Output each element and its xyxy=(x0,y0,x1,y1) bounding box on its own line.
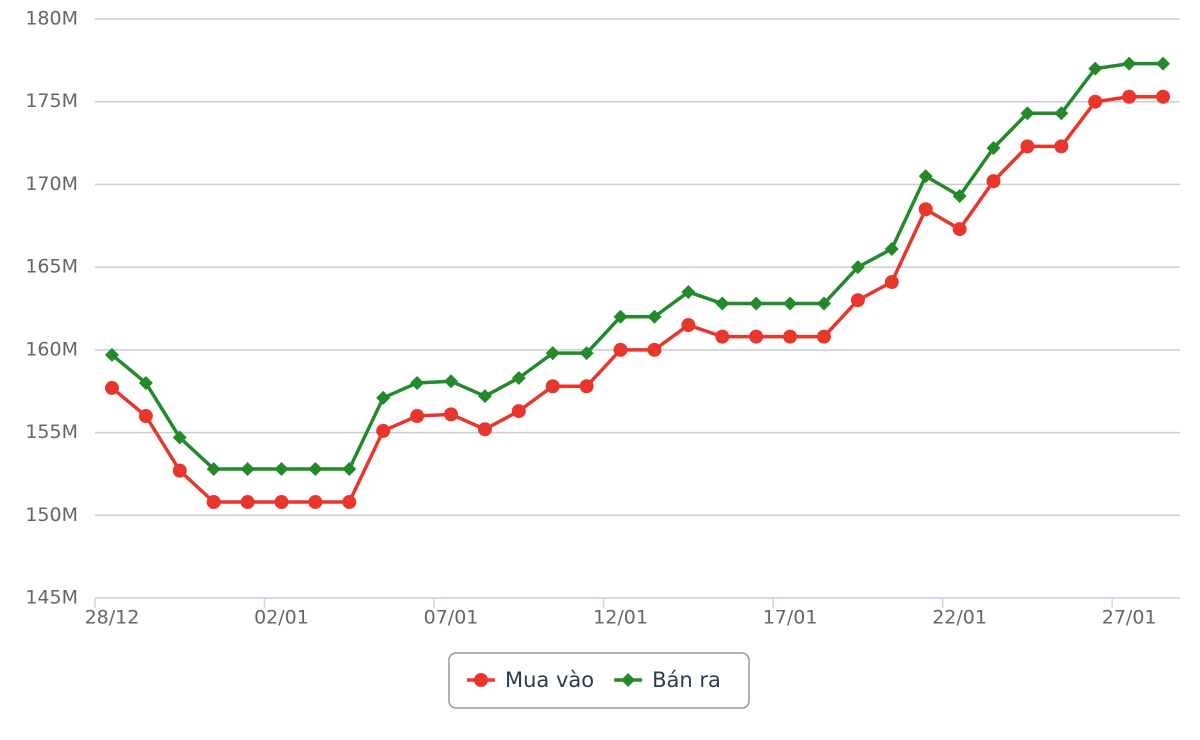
point xyxy=(749,329,764,344)
point xyxy=(986,141,1001,156)
x-tick-label: 17/01 xyxy=(763,607,818,629)
y-tick-label: 175M xyxy=(25,90,78,112)
point xyxy=(172,430,187,445)
y-tick-label: 170M xyxy=(25,173,78,195)
series-line xyxy=(110,95,1164,504)
point xyxy=(816,296,831,311)
point xyxy=(308,495,323,510)
point xyxy=(511,404,526,419)
point xyxy=(749,296,764,311)
point xyxy=(342,495,357,510)
point xyxy=(613,309,628,324)
point xyxy=(1020,139,1035,154)
point xyxy=(308,461,323,476)
point xyxy=(783,329,798,344)
point xyxy=(240,495,255,510)
x-tick-label: 27/01 xyxy=(1102,607,1157,629)
point xyxy=(681,284,696,299)
point xyxy=(545,379,560,394)
legend-label: Mua vào xyxy=(505,668,594,692)
x-tick-label: 12/01 xyxy=(593,607,648,629)
point xyxy=(681,318,696,333)
point xyxy=(104,347,119,362)
point xyxy=(579,346,594,361)
point xyxy=(1156,56,1171,71)
point xyxy=(240,461,255,476)
point xyxy=(1088,61,1103,76)
y-tick-label: 150M xyxy=(25,504,78,526)
point xyxy=(444,407,459,422)
x-tick-label: 02/01 xyxy=(254,607,309,629)
point xyxy=(138,409,153,424)
point xyxy=(850,293,865,308)
point xyxy=(613,342,628,357)
point xyxy=(477,422,492,437)
legend-marker xyxy=(474,673,488,687)
point xyxy=(1088,94,1103,109)
point xyxy=(1054,139,1069,154)
x-tick-label: 07/01 xyxy=(424,607,479,629)
point xyxy=(206,495,221,510)
y-tick-label: 165M xyxy=(25,256,78,278)
point xyxy=(884,241,899,256)
point xyxy=(715,329,730,344)
y-tick-label: 160M xyxy=(25,338,78,360)
point xyxy=(376,390,391,405)
x-tick-label: 28/12 xyxy=(85,607,140,629)
point xyxy=(104,380,119,395)
y-tick-label: 145M xyxy=(25,587,78,609)
series-line xyxy=(110,61,1164,471)
point xyxy=(952,189,967,204)
point xyxy=(376,423,391,438)
point xyxy=(783,296,798,311)
point xyxy=(647,342,662,357)
point xyxy=(172,463,187,478)
x-tick-label: 22/01 xyxy=(932,607,987,629)
point xyxy=(444,374,459,389)
point xyxy=(579,379,594,394)
y-tick-label: 180M xyxy=(25,8,78,30)
point xyxy=(884,275,899,290)
point xyxy=(274,461,289,476)
point xyxy=(206,461,221,476)
point xyxy=(410,409,425,424)
point xyxy=(1020,106,1035,121)
point xyxy=(511,370,526,385)
point xyxy=(1122,89,1137,104)
point xyxy=(477,389,492,404)
y-tick-label: 155M xyxy=(25,421,78,443)
point xyxy=(342,461,357,476)
point xyxy=(138,375,153,390)
point xyxy=(647,309,662,324)
point xyxy=(1122,56,1137,71)
point xyxy=(918,202,933,217)
point xyxy=(545,346,560,361)
point xyxy=(410,375,425,390)
point xyxy=(918,169,933,184)
legend-box xyxy=(448,652,750,709)
point xyxy=(1156,89,1171,104)
point xyxy=(715,296,730,311)
point xyxy=(1054,106,1069,121)
legend-label: Bán ra xyxy=(652,668,721,692)
point xyxy=(952,222,967,237)
point xyxy=(816,329,831,344)
point xyxy=(274,495,289,510)
legend-marker xyxy=(621,673,636,687)
point xyxy=(850,260,865,275)
point xyxy=(986,174,1001,189)
